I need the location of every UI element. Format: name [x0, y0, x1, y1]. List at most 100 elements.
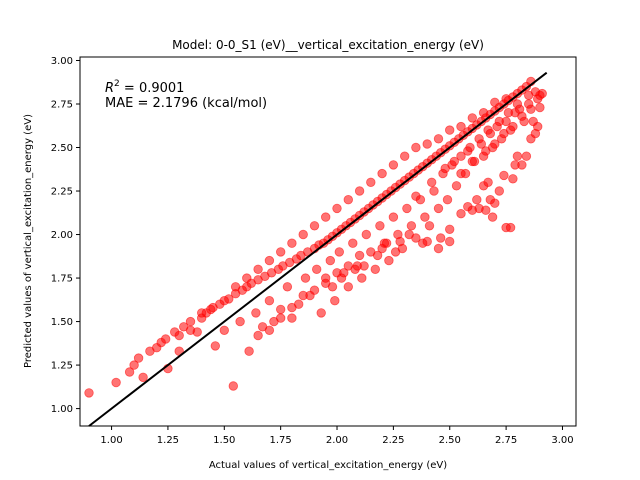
data-point — [490, 139, 500, 149]
data-point — [160, 334, 171, 344]
mae-annotation: MAE = 2.1796 (kcal/mol) — [105, 96, 267, 111]
data-point — [404, 229, 414, 240]
data-point — [219, 296, 230, 306]
data-point — [481, 146, 491, 156]
y-tick-label: 2.50 — [51, 143, 73, 154]
x-tick-label: 2.75 — [495, 435, 517, 446]
data-point — [325, 255, 336, 266]
data-point — [276, 247, 286, 257]
data-point — [377, 168, 387, 179]
data-point — [298, 290, 308, 301]
data-point — [111, 377, 121, 388]
data-point — [533, 94, 543, 104]
data-point — [456, 151, 466, 161]
r2-superscript: 2 — [114, 79, 120, 89]
data-point — [503, 107, 514, 118]
data-point — [406, 221, 417, 231]
data-point — [411, 142, 421, 153]
data-point — [316, 308, 326, 318]
data-point — [505, 222, 516, 233]
data-point — [332, 203, 342, 214]
data-point — [445, 125, 455, 135]
data-point — [420, 212, 430, 222]
data-point — [359, 261, 369, 271]
r2-annotation: R2 = 0.9001 — [105, 79, 184, 96]
data-point — [312, 264, 322, 275]
data-point — [449, 156, 460, 167]
data-point — [485, 194, 496, 205]
data-point — [418, 238, 428, 248]
y-axis-label: Predicted values of vertical_excitation_… — [23, 114, 34, 368]
data-point — [343, 194, 354, 205]
y-tick-label: 1.75 — [51, 274, 73, 285]
data-point — [478, 107, 489, 118]
data-point — [400, 151, 410, 161]
data-point — [219, 325, 230, 336]
data-point — [487, 212, 498, 222]
data-point — [357, 273, 367, 283]
x-axis-ticks: 1.00 1.25 1.50 1.75 2.00 2.25 2.50 2.75 3.00 — [100, 426, 574, 446]
data-point — [436, 233, 446, 243]
data-point — [208, 302, 218, 313]
data-point — [133, 353, 144, 363]
data-point — [253, 264, 263, 275]
y-tick-label: 3.00 — [51, 56, 73, 67]
data-point — [309, 221, 320, 231]
x-tick-label: 1.25 — [157, 435, 179, 446]
data-point — [384, 255, 394, 266]
data-point — [512, 99, 523, 109]
data-point — [411, 191, 421, 201]
data-point — [402, 203, 412, 214]
data-point — [456, 208, 466, 219]
data-point — [490, 97, 500, 108]
data-point — [375, 221, 385, 231]
data-point — [230, 282, 241, 292]
data-point — [381, 238, 392, 248]
y-axis-ticks: 1.00 1.25 1.50 1.75 2.00 2.25 2.50 2.75 3.00 — [51, 56, 80, 415]
data-point — [287, 238, 297, 248]
r2-value: = 0.9001 — [120, 81, 185, 96]
data-point — [483, 177, 493, 188]
data-point — [524, 90, 534, 101]
data-point — [499, 128, 509, 139]
data-point — [433, 203, 444, 214]
data-point — [424, 221, 435, 231]
data-point — [174, 330, 184, 341]
data-point — [395, 236, 405, 247]
data-point — [300, 273, 311, 283]
data-point — [467, 156, 478, 167]
chart-title: Model: 0-0_S1 (eV)__vertical_excitation_… — [172, 38, 484, 52]
plot-frame — [79, 56, 577, 427]
data-point — [282, 282, 293, 292]
x-tick-label: 1.00 — [100, 435, 122, 446]
x-tick-label: 2.50 — [439, 435, 461, 446]
y-tick-label: 1.00 — [51, 404, 73, 415]
data-point — [467, 113, 478, 123]
data-point — [476, 139, 487, 149]
data-point — [321, 212, 331, 222]
data-point — [298, 229, 308, 240]
data-point — [343, 282, 354, 292]
data-point — [196, 308, 207, 318]
data-point — [253, 330, 263, 341]
data-point — [235, 316, 245, 327]
data-point — [185, 325, 196, 336]
data-point — [334, 247, 345, 257]
data-point — [427, 177, 437, 188]
data-point — [508, 121, 518, 132]
data-point — [210, 341, 221, 351]
data-point — [138, 372, 148, 383]
data-point — [517, 160, 527, 170]
data-point — [390, 247, 401, 257]
data-point — [321, 273, 331, 283]
fit-line — [88, 71, 548, 427]
data-point — [494, 186, 505, 196]
r2-prefix: R — [105, 81, 114, 96]
data-point — [388, 160, 399, 170]
data-point — [336, 273, 347, 283]
data-point — [84, 388, 94, 398]
x-axis-label: Actual values of vertical_excitation_ene… — [209, 460, 447, 471]
data-point — [521, 151, 532, 161]
y-tick-label: 2.25 — [51, 187, 73, 198]
